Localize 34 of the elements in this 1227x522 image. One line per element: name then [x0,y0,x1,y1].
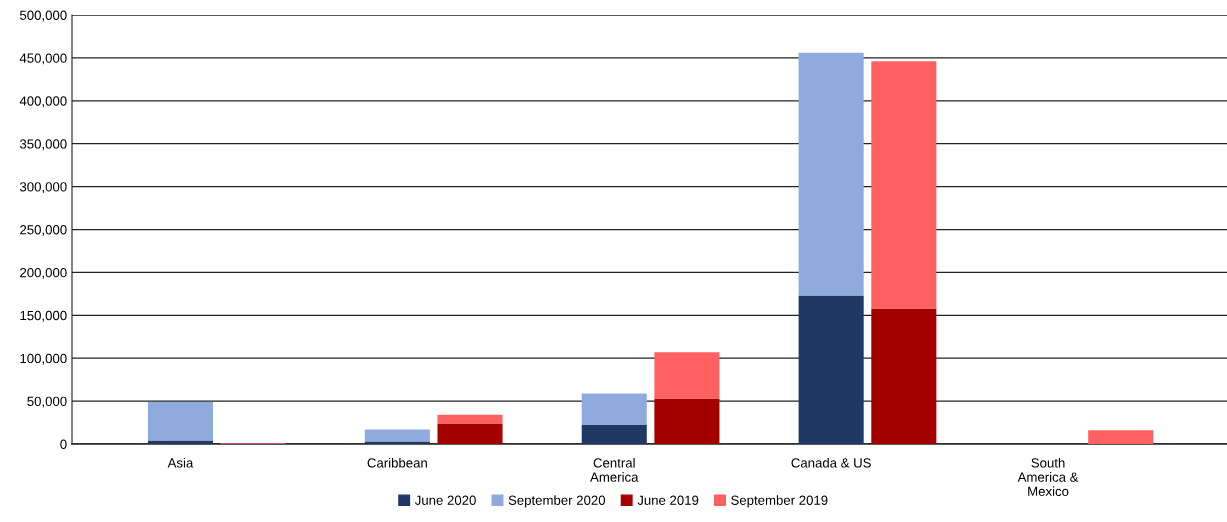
bar [798,52,864,296]
bar [1088,430,1154,444]
legend-label: June 2019 [637,495,699,505]
bar [364,441,430,444]
y-tick-label: 200,000 [20,267,67,279]
y-tick-label: 300,000 [19,182,67,194]
legend-label: June 2020 [414,495,476,505]
y-tick-label: 400,000 [19,96,67,108]
y-tick-label: 150,000 [20,310,67,322]
bar [654,352,720,399]
y-tick-label: 350,000 [19,139,67,151]
bar [437,414,503,424]
bar [654,398,720,444]
bar [871,61,937,309]
y-tick-label: 0 [60,439,67,449]
y-tick-label: 100,000 [20,353,67,365]
bar [364,429,430,442]
y-tick-label: 250,000 [20,225,67,236]
x-tick-label: Central America [590,457,639,482]
x-tick-label: South America & Mexico [1017,457,1079,496]
bar [147,401,213,441]
x-tick-label: Asia [167,457,194,468]
legend-label: September 2019 [731,495,828,508]
bar [871,308,937,444]
bar [581,425,647,444]
legend-label: September 2020 [508,495,606,508]
x-tick-label: Canada & US [791,457,871,468]
y-tick-label: 500,000 [19,10,67,22]
y-tick-label: 450,000 [19,53,67,65]
y-tick-label: 50,000 [27,396,67,408]
bar [581,393,647,426]
bar [437,423,503,444]
bar [798,295,864,444]
x-tick-label: Caribbean [367,457,427,468]
